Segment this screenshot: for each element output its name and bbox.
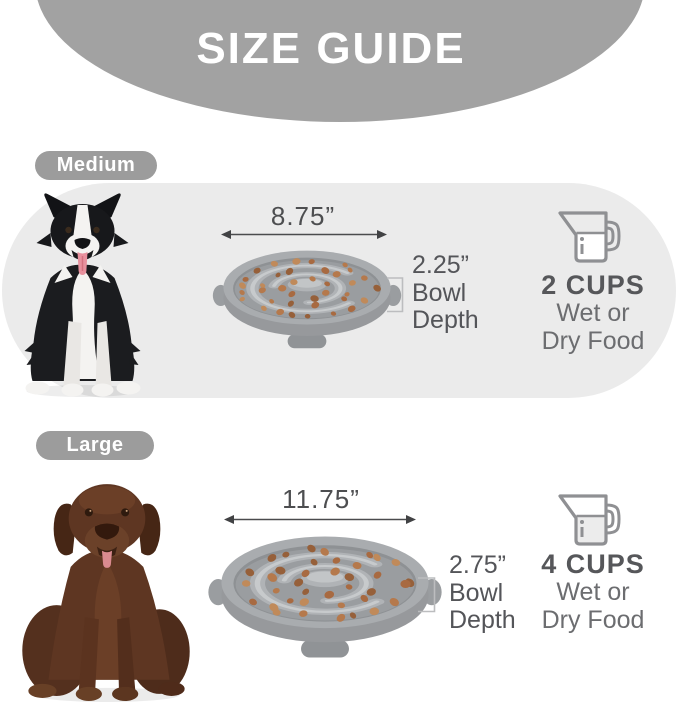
large-size-label: Large (66, 434, 124, 456)
large-bowl-width-label: 11.75” (282, 484, 360, 514)
medium-size-label: Medium (56, 154, 136, 176)
large-slow-feeder-bowl-image (208, 536, 442, 658)
medium-depth-text: 2.25” Bowl Depth (412, 251, 479, 335)
medium-depth-word2: Depth (412, 306, 479, 334)
kibble-large (241, 544, 415, 622)
large-depth-value: 2.75” (449, 551, 506, 579)
large-depth-word2: Depth (449, 606, 516, 634)
large-capacity-text: 4 CUPS Wet or Dry Food (508, 549, 678, 634)
large-size-pill: Large (36, 431, 154, 460)
large-width-dimension-line (224, 515, 416, 524)
large-cups-label: 4 CUPS (541, 549, 645, 579)
large-depth-bracket (418, 577, 436, 613)
medium-food-line2: Dry Food (541, 326, 645, 355)
medium-bowl-width-label: 8.75” (270, 201, 336, 231)
medium-width-dimension-line (221, 230, 387, 239)
kibble-medium (239, 258, 381, 319)
large-depth-word1: Bowl (449, 578, 504, 607)
large-depth-text: 2.75” Bowl Depth (449, 551, 516, 635)
medium-depth-value: 2.25” (412, 251, 469, 279)
large-food-line1: Wet or (556, 578, 630, 606)
border-collie-dog-image (24, 193, 141, 397)
medium-slow-feeder-bowl-image (212, 250, 402, 349)
medium-depth-word1: Bowl (412, 278, 467, 307)
page-title: SIZE GUIDE (196, 24, 466, 73)
measuring-cup-icon (558, 211, 621, 263)
large-food-line2: Dry Food (541, 605, 645, 634)
measuring-cup-icon (558, 494, 621, 546)
medium-food-line1: Wet or (556, 299, 630, 327)
medium-size-pill: Medium (35, 151, 157, 180)
medium-depth-bracket (387, 277, 404, 313)
chocolate-labrador-dog-image (22, 484, 190, 702)
medium-capacity-text: 2 CUPS Wet or Dry Food (508, 270, 678, 355)
medium-cups-label: 2 CUPS (541, 270, 645, 300)
